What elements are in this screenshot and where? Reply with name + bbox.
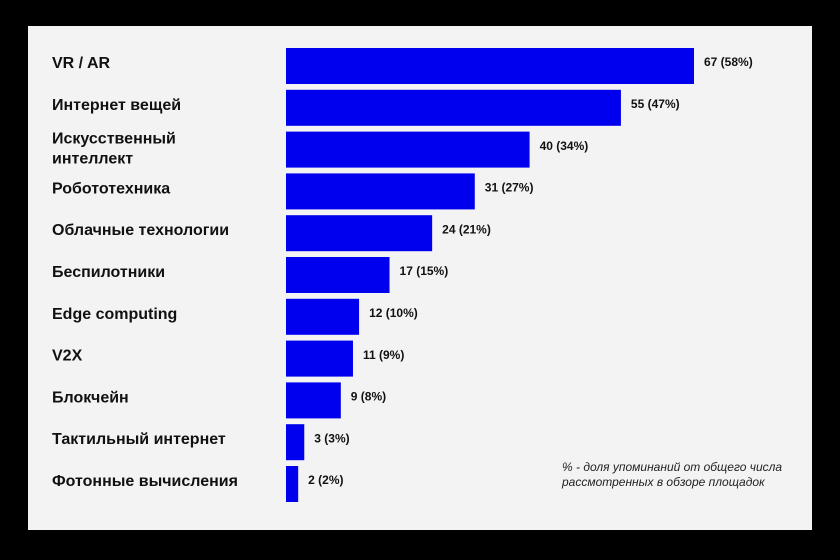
value-label-10: 2 (2%) xyxy=(308,473,343,487)
bar-chart: 67 (58%) VR / AR 55 (47%) Интернет вещей 40 … xyxy=(52,48,753,502)
bar-7 xyxy=(286,340,353,377)
bar-6 xyxy=(286,298,360,335)
bar-5 xyxy=(286,257,390,293)
category-label-4: Облачные технологии xyxy=(52,222,229,239)
category-label-6: Edge computing xyxy=(52,306,177,323)
category-label-9: Тактильный интернет xyxy=(52,431,226,448)
value-label-0: 67 (58%) xyxy=(704,55,753,69)
category-label-10: Фотонные вычисления xyxy=(52,473,238,490)
value-label-9: 3 (3%) xyxy=(314,431,349,445)
category-label-5: Беспилотники xyxy=(52,264,165,281)
value-label-2: 40 (34%) xyxy=(540,139,589,153)
category-label-2: Искусственный интеллект xyxy=(52,131,176,168)
category-label-8: Блокчейн xyxy=(52,389,129,406)
bar-9 xyxy=(286,424,305,461)
value-label-6: 12 (10%) xyxy=(369,306,418,320)
value-label-1: 55 (47%) xyxy=(631,97,680,111)
bar-8 xyxy=(286,382,341,419)
value-label-7: 11 (9%) xyxy=(363,348,404,362)
bar-1 xyxy=(286,89,621,126)
footnote: % - доля упоминаний от общего числа расс… xyxy=(562,460,783,489)
bar-4 xyxy=(286,215,433,252)
category-label-3: Робототехника xyxy=(52,180,170,197)
category-label-0: VR / AR xyxy=(52,55,111,72)
value-label-3: 31 (27%) xyxy=(485,181,534,195)
bar-0 xyxy=(286,48,694,84)
bar-3 xyxy=(286,173,475,210)
category-label-1: Интернет вещей xyxy=(52,97,181,114)
category-label-7: V2X xyxy=(52,348,83,365)
bar-10 xyxy=(286,466,299,502)
chart-card: 67 (58%) VR / AR 55 (47%) Интернет вещей 40 … xyxy=(28,26,812,530)
value-label-8: 9 (8%) xyxy=(351,390,386,404)
value-label-4: 24 (21%) xyxy=(442,222,491,236)
value-label-5: 17 (15%) xyxy=(400,264,449,278)
bar-2 xyxy=(286,131,530,168)
